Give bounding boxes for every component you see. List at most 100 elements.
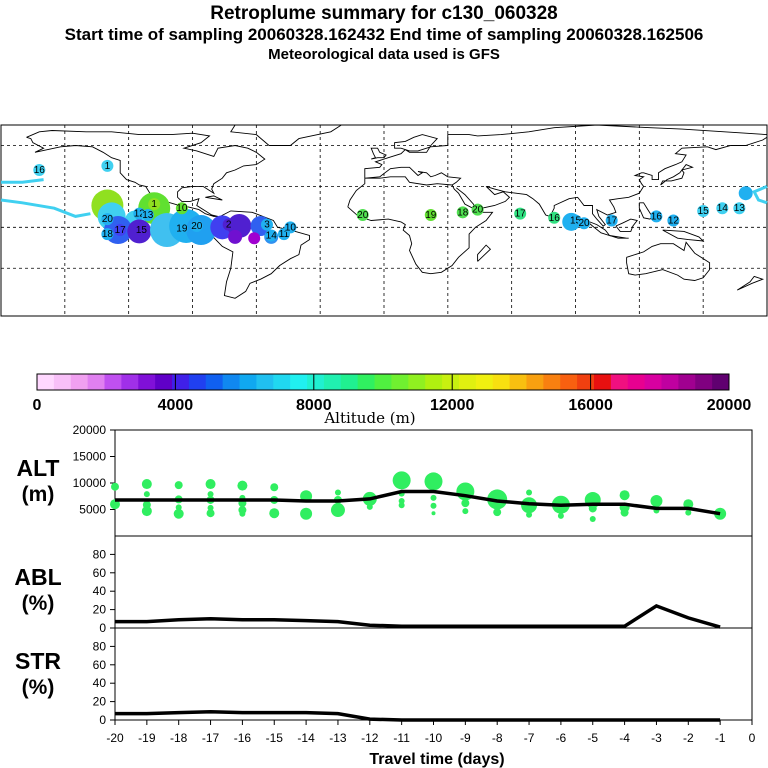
colorbar-cell [610, 374, 629, 390]
altitude-scatter-point [685, 509, 692, 516]
plume-day-label: 3 [264, 220, 270, 231]
colorbar-cell [104, 374, 122, 390]
colorbar-cell [458, 374, 477, 390]
y-tick-label: 80 [93, 639, 107, 653]
y-tick-label: 20 [93, 603, 107, 617]
x-tick-label: -15 [266, 731, 284, 745]
colorbar-cell [172, 374, 190, 390]
altitude-scatter-point [269, 508, 280, 519]
colorbar-cell [560, 374, 578, 390]
plume-day-marker [697, 204, 710, 217]
plume-day-label: 10 [176, 203, 188, 214]
x-tick-label: -20 [106, 731, 124, 745]
coastline [26, 130, 266, 217]
colorbar-cell [138, 374, 156, 390]
plume-day-marker [260, 218, 273, 231]
plume-day-marker [265, 229, 278, 242]
colorbar-cell [374, 374, 392, 390]
x-tick-label: -9 [460, 731, 471, 745]
x-tick-label: -7 [524, 731, 535, 745]
coastline [662, 229, 705, 242]
colorbar-cell [627, 374, 646, 390]
colorbar-tick-label: 20000 [707, 397, 752, 414]
altitude-scatter-point [300, 507, 313, 520]
altitude-scatter-point [589, 516, 596, 523]
coastline [609, 235, 629, 239]
coastline [660, 164, 694, 186]
altitude-scatter-point [207, 504, 214, 511]
alt-mean-line [115, 489, 721, 516]
plume-day-label: 16 [549, 213, 561, 224]
altitude-scatter-point [424, 472, 443, 491]
colorbar-cell [661, 374, 679, 390]
colorbar-cell [188, 374, 207, 390]
plume-marker [228, 229, 243, 244]
alt-ylabel-bottom: (m) [22, 483, 55, 506]
plume-day-marker [190, 219, 203, 232]
altitude-scatter-point [330, 503, 345, 518]
altitude-scatter-point [557, 512, 564, 519]
coastline [615, 218, 638, 232]
plume-day-label: 17 [515, 209, 527, 220]
travel-time-axis: -20 -19 -18 -17 -16 -15 -14 -13 -12 -11 -10 -9 -8 -7-… [106, 720, 756, 745]
altitude-scatter-point [431, 511, 436, 516]
x-tick-label: -17 [202, 731, 220, 745]
plume-day-label: 20 [102, 214, 114, 225]
plume-day-label: 1 [151, 199, 157, 210]
colorbar-cell [290, 374, 308, 390]
plume-day-label: 20 [191, 221, 203, 232]
map-gridlines [1, 125, 767, 316]
plume-day-label: 13 [734, 203, 746, 214]
plume-day-marker [141, 209, 154, 222]
colorbar-cell [644, 374, 662, 390]
colorbar-cell [526, 374, 544, 390]
altitude-scatter-point [270, 483, 279, 492]
colorbar-cell [712, 374, 730, 390]
colorbar-cell [391, 374, 409, 390]
plume-day-label: 12 [134, 209, 146, 220]
altitude-scatter-point [461, 499, 470, 508]
plume-day-label: 14 [266, 231, 278, 242]
coastline [477, 244, 492, 262]
colorbar-cell [577, 374, 595, 390]
altitude-scatter-point [714, 507, 727, 520]
plume-track-line [0, 198, 91, 218]
x-axis-label: Travel time (days) [369, 751, 504, 768]
plume-day-marker [356, 209, 369, 222]
plume-day-label: 14 [717, 203, 729, 214]
str-ylabel-bottom: (%) [22, 676, 55, 699]
colorbar-label: Altitude (m) [323, 409, 415, 427]
colorbar-cell [357, 374, 376, 390]
plume-day-marker [667, 214, 680, 227]
y-tick-label: 0 [99, 713, 106, 727]
altitude-scatter-point [526, 511, 533, 518]
plume-day-marker [222, 218, 235, 231]
x-tick-label: -3 [651, 731, 662, 745]
altitude-scatter-point [430, 502, 437, 509]
x-tick-label: -2 [683, 731, 694, 745]
plume-day-marker [175, 202, 188, 215]
x-tick-label: -4 [619, 731, 630, 745]
y-tick-label: 0 [99, 621, 106, 635]
abl-ylabel-bottom: (%) [22, 592, 55, 615]
altitude-scatter-point [173, 508, 184, 519]
plume-day-marker [548, 211, 561, 224]
plume-day-label: 15 [136, 225, 148, 236]
x-tick-label: -14 [297, 731, 315, 745]
altitude-scatter-point [334, 489, 341, 496]
str-frame [114, 627, 753, 721]
altitude-scatter-point [588, 504, 597, 513]
plume-day-marker [135, 224, 148, 237]
x-tick-label: -6 [556, 731, 567, 745]
altitude-scatter-point [141, 479, 152, 490]
altitude-scatter-point [462, 508, 469, 515]
abl-line [115, 603, 721, 629]
x-tick-label: -11 [393, 731, 410, 745]
plume-day-label: 20 [357, 210, 369, 221]
plume-day-label: 13 [142, 210, 154, 221]
alt-ylabel-top: ALT [16, 455, 59, 481]
plume-day-marker [716, 202, 729, 215]
altitude-scatter-point [207, 491, 214, 498]
colorbar-cell [70, 374, 89, 390]
